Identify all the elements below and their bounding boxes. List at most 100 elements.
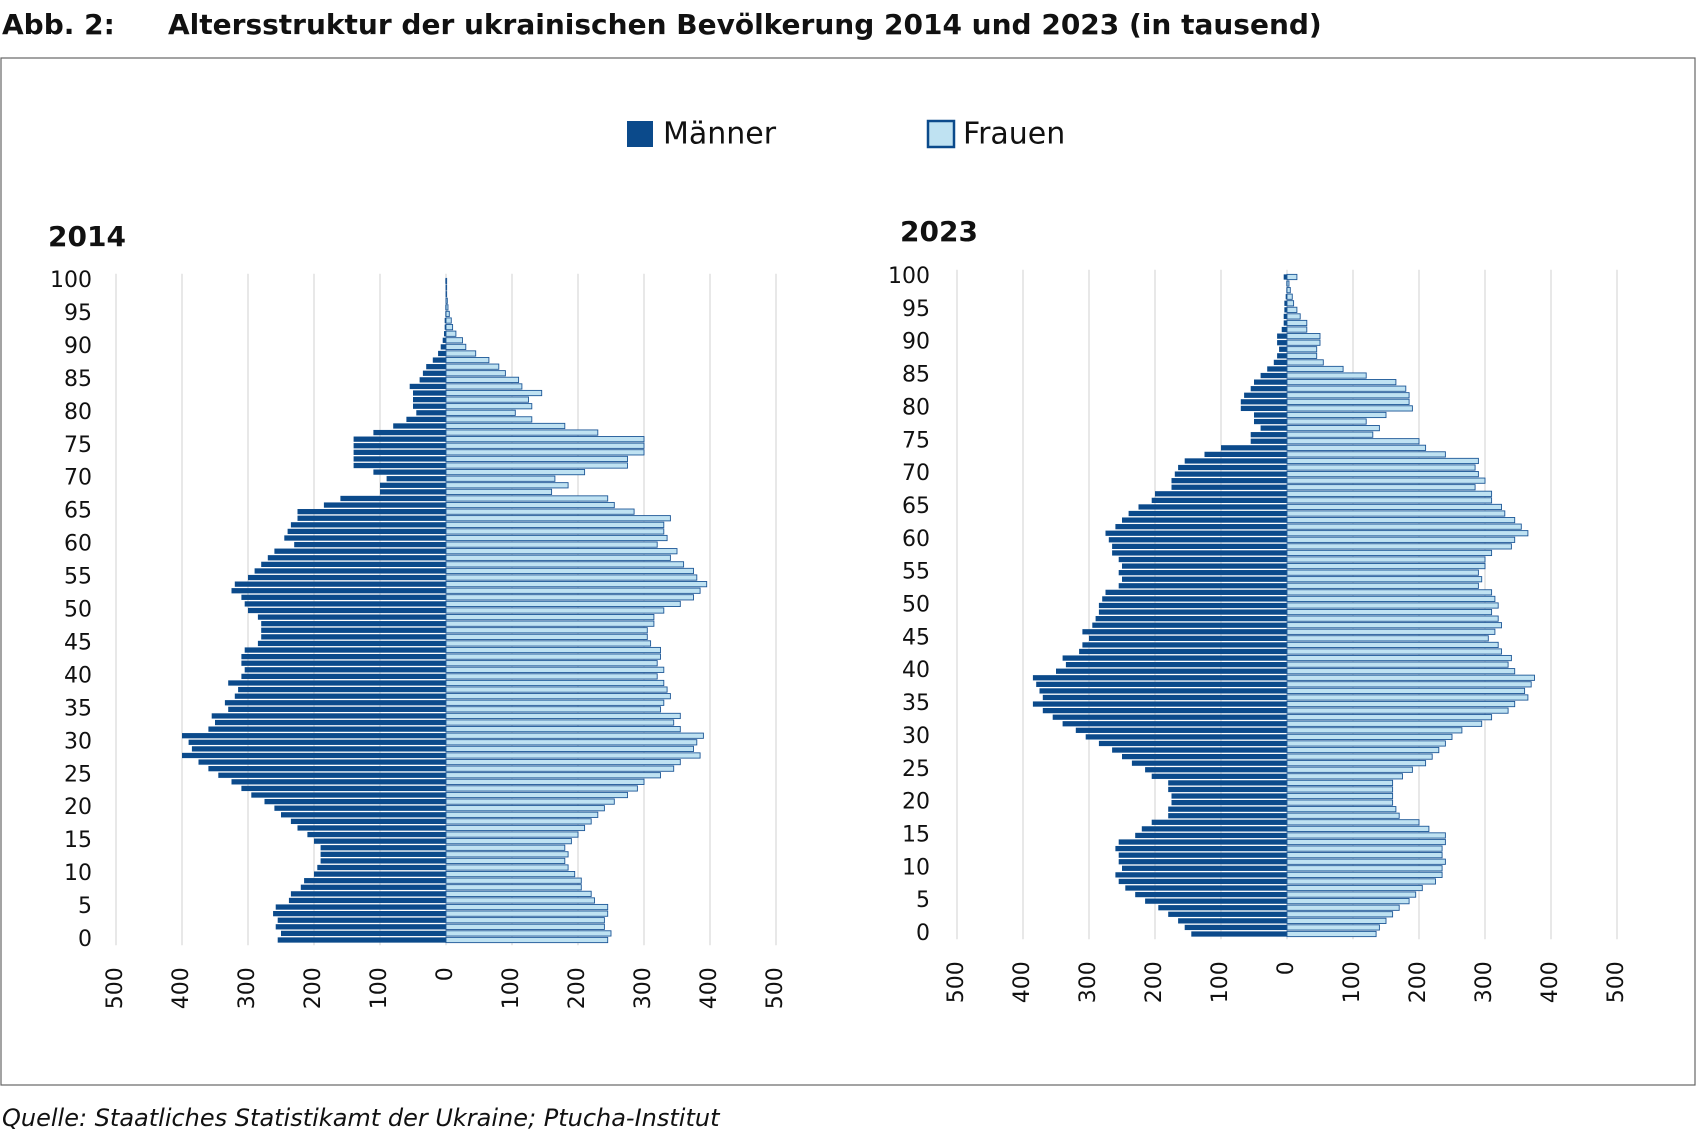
bar [1151, 819, 1287, 825]
bar [1286, 359, 1324, 366]
bar [1115, 872, 1287, 878]
x-tick-label: 500 [944, 961, 969, 1003]
bar [445, 462, 628, 469]
bar [1168, 780, 1287, 786]
chart-title: 2023 [900, 215, 978, 248]
bar [1286, 779, 1394, 786]
bar [1260, 372, 1287, 379]
bar [277, 937, 446, 943]
x-tick-label: 200 [565, 967, 590, 1009]
bar [445, 330, 457, 337]
bar [1286, 503, 1502, 511]
bar [353, 449, 446, 455]
bar [1286, 589, 1493, 596]
bar [1286, 812, 1400, 819]
x-tick-label: 300 [1076, 961, 1101, 1003]
bar [211, 713, 446, 719]
y-tick-label: 30 [64, 729, 92, 754]
bar [1240, 399, 1287, 405]
bar [1184, 924, 1287, 931]
y-tick-label: 65 [64, 499, 92, 524]
y-tick-label: 75 [902, 428, 930, 453]
bar [267, 555, 446, 561]
bar [244, 601, 446, 607]
bar [1118, 852, 1287, 858]
x-tick-label: 500 [103, 967, 128, 1009]
bar [445, 376, 520, 383]
bar [353, 456, 446, 462]
bar [1283, 274, 1287, 280]
bar [353, 462, 446, 469]
bar [244, 667, 446, 673]
bar [445, 778, 645, 785]
bar [1286, 431, 1374, 438]
bar [445, 607, 665, 614]
bar [1286, 280, 1290, 287]
bar [281, 930, 446, 937]
bar [231, 588, 446, 594]
bar [1286, 720, 1483, 727]
bar [445, 324, 454, 331]
bar [1286, 858, 1446, 865]
bar [290, 891, 446, 897]
bar [264, 798, 446, 805]
figure-label: Abb. 2: [2, 8, 115, 41]
bar [1286, 405, 1413, 412]
bar [1286, 287, 1291, 294]
bar [1286, 746, 1440, 754]
bar [445, 442, 645, 449]
bar [1135, 832, 1287, 839]
y-tick-label: 55 [902, 560, 930, 585]
bar [1286, 661, 1509, 668]
bar [1286, 517, 1516, 524]
bar [287, 528, 446, 535]
bar [208, 726, 446, 732]
bar [1286, 582, 1479, 589]
figure-title: Altersstruktur der ukrainischen Bevölker… [168, 8, 1322, 41]
bar [1286, 641, 1499, 648]
bar [1286, 477, 1486, 484]
bar [1151, 497, 1287, 504]
x-tick-label: 100 [1208, 961, 1233, 1003]
y-tick-label: 100 [50, 268, 92, 293]
bar [1286, 569, 1479, 576]
bar [1286, 379, 1397, 386]
bar [380, 489, 446, 495]
bar [445, 614, 655, 621]
bar [1286, 497, 1493, 504]
bar [182, 752, 446, 759]
bar [1036, 681, 1287, 687]
y-tick-label: 55 [64, 565, 92, 590]
bar [445, 706, 661, 713]
bar [445, 515, 671, 522]
bar [445, 455, 628, 463]
bar [445, 528, 665, 535]
bar [1286, 694, 1529, 701]
bar [1283, 320, 1287, 326]
bar [445, 416, 533, 423]
bar [445, 475, 556, 482]
bar [294, 541, 446, 548]
bar [1286, 549, 1493, 557]
bar [1286, 740, 1446, 747]
bar [445, 508, 635, 515]
bar [426, 364, 446, 370]
bar [1286, 792, 1394, 800]
y-tick-label: 5 [916, 888, 930, 913]
bar [1286, 845, 1443, 852]
bar [1286, 707, 1509, 714]
bar [445, 758, 681, 766]
bar [1052, 714, 1287, 720]
y-tick-label: 90 [64, 334, 92, 359]
y-tick-label: 15 [64, 828, 92, 853]
bar [188, 739, 446, 745]
bar [1286, 668, 1516, 675]
legend-label: Frauen [963, 117, 1065, 152]
bar [445, 818, 592, 825]
bar [320, 845, 446, 851]
bar [445, 844, 566, 851]
bar [1267, 366, 1287, 372]
bar [445, 936, 609, 944]
bar [445, 824, 586, 832]
bar [1254, 379, 1287, 385]
